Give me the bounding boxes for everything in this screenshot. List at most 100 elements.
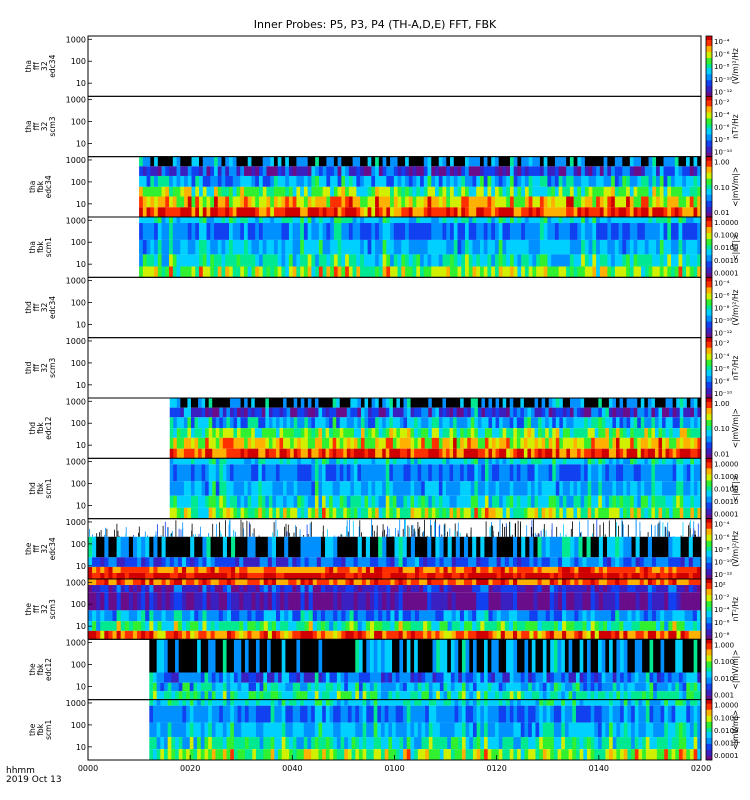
spectrogram-cell: [283, 448, 288, 459]
colorbar-segment: [706, 116, 712, 119]
spectrogram-cell: [494, 266, 500, 278]
spectrogram-cell: [286, 437, 291, 449]
spectrogram-cell: [240, 186, 245, 197]
spectrogram-cell: [375, 175, 380, 187]
spectrogram-cell: [689, 266, 694, 278]
spectrogram-cell: [689, 196, 694, 208]
spectrogram-cell: [225, 239, 230, 255]
spectrogram-cell: [237, 458, 241, 465]
spectrogram-cell: [169, 156, 174, 167]
spectrogram-cell: [382, 398, 387, 408]
spectrogram-cell: [201, 464, 206, 482]
spectrogram-cell: [235, 579, 240, 586]
spectrogram-cell: [214, 239, 219, 255]
spectrogram-cell: [240, 495, 245, 508]
spectrogram-cell: [547, 223, 552, 240]
spectrogram-cell: [608, 428, 613, 438]
colorbar-segment: [706, 387, 712, 391]
spectrogram-cell: [210, 266, 215, 278]
spectrogram-cell: [382, 407, 387, 418]
spectrogram-cell: [545, 536, 551, 558]
spectrogram-cell: [690, 437, 695, 449]
spectrogram-cell: [662, 464, 666, 482]
spectrogram-cell: [446, 254, 451, 267]
spectrogram-cell: [449, 481, 454, 496]
spectrogram-cell: [205, 464, 210, 482]
spectrogram-cell: [311, 428, 316, 438]
colorbar-segment: [706, 259, 712, 262]
spectrogram-cell: [470, 448, 475, 459]
spectrogram-cell: [541, 398, 546, 408]
spectrogram-cell: [360, 196, 365, 208]
spectrogram-cell: [190, 592, 195, 611]
spectrogram-cell: [577, 437, 581, 449]
spectrogram-cell: [312, 621, 318, 631]
spectrogram-cell: [524, 223, 530, 240]
spectrogram-cell: [513, 266, 518, 278]
colorbar-segment: [706, 530, 712, 534]
spectrogram-cell: [686, 417, 691, 429]
spectrogram-cell: [288, 196, 294, 208]
spectrogram-cell: [442, 186, 447, 197]
spectrogram-cell: [277, 266, 282, 278]
spectrogram-cell: [557, 572, 563, 579]
spectrogram-cell: [607, 207, 612, 217]
spectrogram-cell: [345, 175, 350, 187]
spectrogram-cell: [270, 223, 275, 240]
spectrogram-cell: [120, 630, 126, 640]
colorbar-segment: [706, 148, 712, 151]
spectrogram-cell: [258, 186, 264, 197]
spectrogram-cell: [460, 495, 465, 508]
spectrogram-cell: [581, 254, 586, 267]
spectrogram-cell: [169, 610, 175, 622]
spectrogram-cell: [676, 572, 681, 579]
spectrogram-cell: [137, 572, 142, 579]
spectrogram-cell: [686, 175, 691, 187]
spectrogram-cell: [566, 464, 571, 482]
spectrogram-cell: [352, 266, 357, 278]
spectrogram-cell: [631, 536, 637, 558]
spectrogram-cell: [509, 186, 515, 197]
spectrogram-cell: [285, 156, 290, 167]
spectrogram-cell: [438, 266, 443, 278]
spectrogram-cell: [672, 536, 677, 558]
spectrogram-cell: [371, 407, 376, 418]
spectrogram-cell: [316, 610, 322, 622]
spectrogram-cell: [502, 448, 507, 459]
spectrogram-cell: [566, 572, 571, 579]
spectrogram-cell: [461, 175, 466, 187]
spectrogram-cell: [297, 481, 302, 496]
spectrogram-cell: [502, 217, 507, 224]
spectrogram-cell: [607, 572, 612, 579]
spectrogram-cell: [120, 536, 126, 558]
spectrogram-cell: [633, 166, 638, 176]
spectrogram-cell: [644, 464, 649, 482]
spectrogram-cell: [447, 572, 453, 579]
spectrogram-cell: [187, 448, 192, 459]
spectrogram-cell: [479, 166, 485, 176]
spectrogram-cell: [644, 196, 649, 208]
spectrogram-cell: [226, 621, 232, 631]
spectrogram-cell: [290, 448, 295, 459]
spectrogram-cell: [378, 417, 383, 429]
spectrogram-cell: [671, 166, 676, 176]
spectrogram-cell: [614, 196, 619, 208]
spectrogram-cell: [538, 437, 543, 449]
spectrogram-cell: [451, 536, 457, 558]
colorbar-segment: [706, 190, 712, 194]
spectrogram-cell: [346, 495, 351, 508]
spectrogram-cell: [214, 207, 219, 217]
spectrogram-cell: [592, 156, 597, 167]
colorbar-segment: [706, 331, 712, 334]
spectrogram-cell: [341, 630, 346, 640]
spectrogram-cell: [457, 254, 462, 267]
spectrogram-cell: [240, 217, 245, 224]
spectrogram-cell: [412, 166, 417, 176]
spectrogram-cell: [149, 579, 154, 586]
spectrogram-cell: [389, 448, 394, 459]
spectrogram-cell: [633, 239, 638, 255]
spectrogram-cell: [619, 398, 624, 408]
spectrogram-cell: [341, 579, 346, 586]
spectrogram-cell: [407, 495, 411, 508]
